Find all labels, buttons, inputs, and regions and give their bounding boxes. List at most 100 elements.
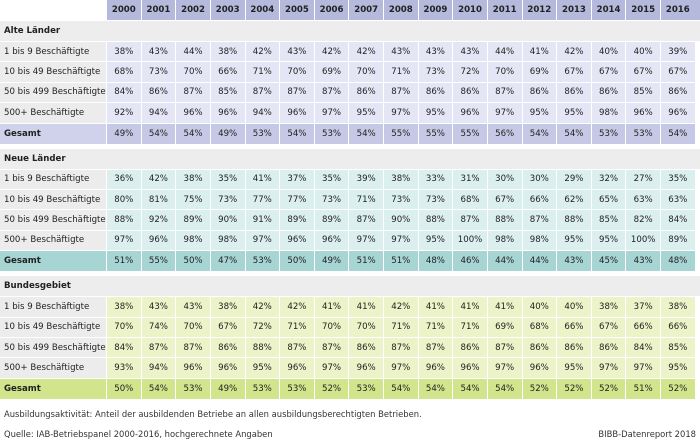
- table-cell: 43%: [140, 297, 176, 317]
- table-cell: 42%: [279, 297, 314, 317]
- year-header-cell: 2003: [209, 0, 245, 20]
- table-cell: 97%: [383, 230, 418, 251]
- table-cell: 100%: [625, 230, 660, 251]
- table-cell: 98%: [521, 230, 557, 251]
- total-cell: 53%: [625, 123, 660, 144]
- table-cell: 38%: [590, 297, 626, 317]
- table-cell: 37%: [625, 297, 660, 317]
- table-cell: 87%: [279, 337, 314, 358]
- table-cell: 75%: [175, 189, 210, 210]
- total-cell: 55%: [452, 123, 487, 144]
- row-label: 50 bis 499 Beschäftigte: [0, 82, 106, 103]
- table-cell: 96%: [279, 103, 314, 123]
- table-cell: 88%: [556, 210, 591, 230]
- table-row: 10 bis 49 Beschäftigte 70% 74% 70% 67% 72% 71%…: [0, 317, 700, 338]
- table-cell: 39%: [348, 169, 383, 189]
- table-cell: 96%: [417, 358, 453, 378]
- table-cell: 40%: [590, 42, 626, 62]
- table-cell: 71%: [244, 62, 280, 82]
- table-cell: 96%: [660, 103, 695, 123]
- total-cell: 54%: [452, 378, 487, 399]
- table-cell: 86%: [556, 337, 591, 358]
- table-cell: 97%: [313, 103, 349, 123]
- table-cell: 84%: [660, 210, 695, 230]
- table-cell: 38%: [209, 297, 245, 317]
- table-cell: 42%: [313, 42, 349, 62]
- table-cell: 27%: [625, 169, 660, 189]
- total-cell: 52%: [556, 378, 591, 399]
- total-cell: 54%: [279, 123, 314, 144]
- table-cell: 95%: [556, 358, 591, 378]
- table-cell: 97%: [383, 358, 418, 378]
- table-cell: 95%: [660, 358, 695, 378]
- table-cell: 67%: [625, 62, 660, 82]
- table-cell: 97%: [313, 358, 349, 378]
- table-cell: 73%: [417, 189, 453, 210]
- table-cell: 98%: [486, 230, 522, 251]
- table-cell: 86%: [590, 82, 626, 103]
- table-cell: 41%: [417, 297, 453, 317]
- table-cell: 84%: [106, 337, 141, 358]
- table-cell: 84%: [625, 337, 660, 358]
- table-cell: 41%: [313, 297, 349, 317]
- year-header-cell: 2015: [625, 0, 660, 20]
- table-cell: 95%: [417, 230, 453, 251]
- year-header-cell: 2014: [590, 0, 626, 20]
- table-cell: 38%: [209, 42, 245, 62]
- row-label: 500+ Beschäftigte: [0, 230, 106, 251]
- table-cell: 92%: [106, 103, 141, 123]
- table-cell: 95%: [556, 103, 591, 123]
- year-header-cell: 2001: [140, 0, 176, 20]
- group-spacer: [0, 272, 700, 277]
- table-cell: 87%: [486, 82, 522, 103]
- table-cell: 87%: [279, 82, 314, 103]
- table-cell: 96%: [209, 103, 245, 123]
- row-label: 10 bis 49 Beschäftigte: [0, 62, 106, 82]
- table-cell: 86%: [348, 82, 383, 103]
- group-title: Alte Länder: [0, 21, 700, 42]
- table-cell: 85%: [625, 82, 660, 103]
- table-cell: 43%: [140, 42, 176, 62]
- table-cell: 89%: [660, 230, 695, 251]
- table-cell: 86%: [660, 82, 695, 103]
- table-cell: 96%: [175, 103, 210, 123]
- year-header-cell: 2016: [660, 0, 695, 20]
- table-cell: 88%: [106, 210, 141, 230]
- table-cell: 66%: [209, 62, 245, 82]
- table-cell: 97%: [106, 230, 141, 251]
- table-group: Neue Länder 1 bis 9 Beschäftigte 36% 42% 38%…: [0, 148, 700, 277]
- total-cell: 53%: [244, 123, 280, 144]
- year-header-cell: 2013: [556, 0, 591, 20]
- table-cell: 97%: [348, 230, 383, 251]
- total-cell: 55%: [417, 123, 453, 144]
- total-cell: 52%: [660, 378, 695, 399]
- table-cell: 31%: [452, 169, 487, 189]
- table-cell: 86%: [209, 337, 245, 358]
- year-header-cell: 2009: [417, 0, 453, 20]
- table-cell: 71%: [452, 317, 487, 337]
- table-cell: 42%: [383, 297, 418, 317]
- table-cell: 90%: [383, 210, 418, 230]
- table-cell: 87%: [452, 210, 487, 230]
- table-cell: 67%: [590, 62, 626, 82]
- table-cell: 87%: [244, 82, 280, 103]
- table-cell: 87%: [175, 82, 210, 103]
- table-cell: 97%: [486, 103, 522, 123]
- table-cell: 86%: [417, 82, 453, 103]
- table-cell: 97%: [590, 358, 626, 378]
- table-cell: 44%: [175, 42, 210, 62]
- row-label: 10 bis 49 Beschäftigte: [0, 317, 106, 337]
- table-row: 1 bis 9 Beschäftigte 38% 43% 44% 38% 42% 43% 42…: [0, 42, 700, 63]
- table-cell: 95%: [556, 230, 591, 251]
- total-cell: 45%: [590, 251, 626, 272]
- table-cell: 77%: [279, 189, 314, 210]
- row-label: 1 bis 9 Beschäftigte: [0, 42, 106, 62]
- total-cell: 43%: [556, 251, 591, 272]
- table-cell: 38%: [106, 297, 141, 317]
- total-cell: 54%: [486, 378, 522, 399]
- table-cell: 40%: [625, 42, 660, 62]
- table-cell: 69%: [486, 317, 522, 337]
- total-cell: 48%: [660, 251, 695, 272]
- table-cell: 95%: [417, 103, 453, 123]
- row-label: 500+ Beschäftigte: [0, 103, 106, 123]
